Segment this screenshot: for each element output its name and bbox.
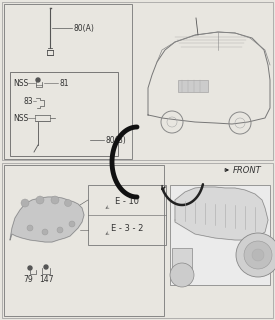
Bar	[4, 4, 132, 159]
Text: 80(A): 80(A)	[73, 23, 94, 33]
Polygon shape	[10, 197, 84, 242]
Bar	[170, 185, 270, 285]
Circle shape	[244, 241, 272, 269]
Circle shape	[42, 229, 48, 235]
Circle shape	[252, 249, 264, 261]
Circle shape	[57, 227, 63, 233]
Polygon shape	[175, 187, 268, 240]
Circle shape	[21, 199, 29, 207]
Circle shape	[69, 221, 75, 227]
Text: E - 3 - 2: E - 3 - 2	[111, 223, 143, 233]
Text: E - 10: E - 10	[115, 196, 139, 205]
Text: 83: 83	[24, 97, 34, 106]
Circle shape	[236, 233, 275, 277]
Text: 80(B): 80(B)	[105, 135, 126, 145]
Text: 147: 147	[39, 276, 53, 284]
Circle shape	[36, 196, 44, 204]
Circle shape	[27, 225, 33, 231]
Text: NSS: NSS	[13, 78, 28, 87]
Bar	[2, 2, 273, 160]
Text: 79: 79	[23, 276, 33, 284]
Circle shape	[44, 265, 48, 269]
Text: 81: 81	[59, 78, 68, 87]
Bar	[178, 80, 208, 92]
Text: FRONT: FRONT	[233, 165, 262, 174]
Bar	[88, 185, 166, 245]
Circle shape	[28, 266, 32, 270]
Circle shape	[51, 196, 59, 204]
Circle shape	[36, 78, 40, 82]
Bar	[172, 248, 192, 273]
Bar	[2, 163, 273, 318]
Bar	[10, 72, 118, 156]
Circle shape	[170, 263, 194, 287]
Bar	[4, 165, 164, 316]
Circle shape	[65, 199, 72, 206]
Text: NSS: NSS	[13, 114, 28, 123]
